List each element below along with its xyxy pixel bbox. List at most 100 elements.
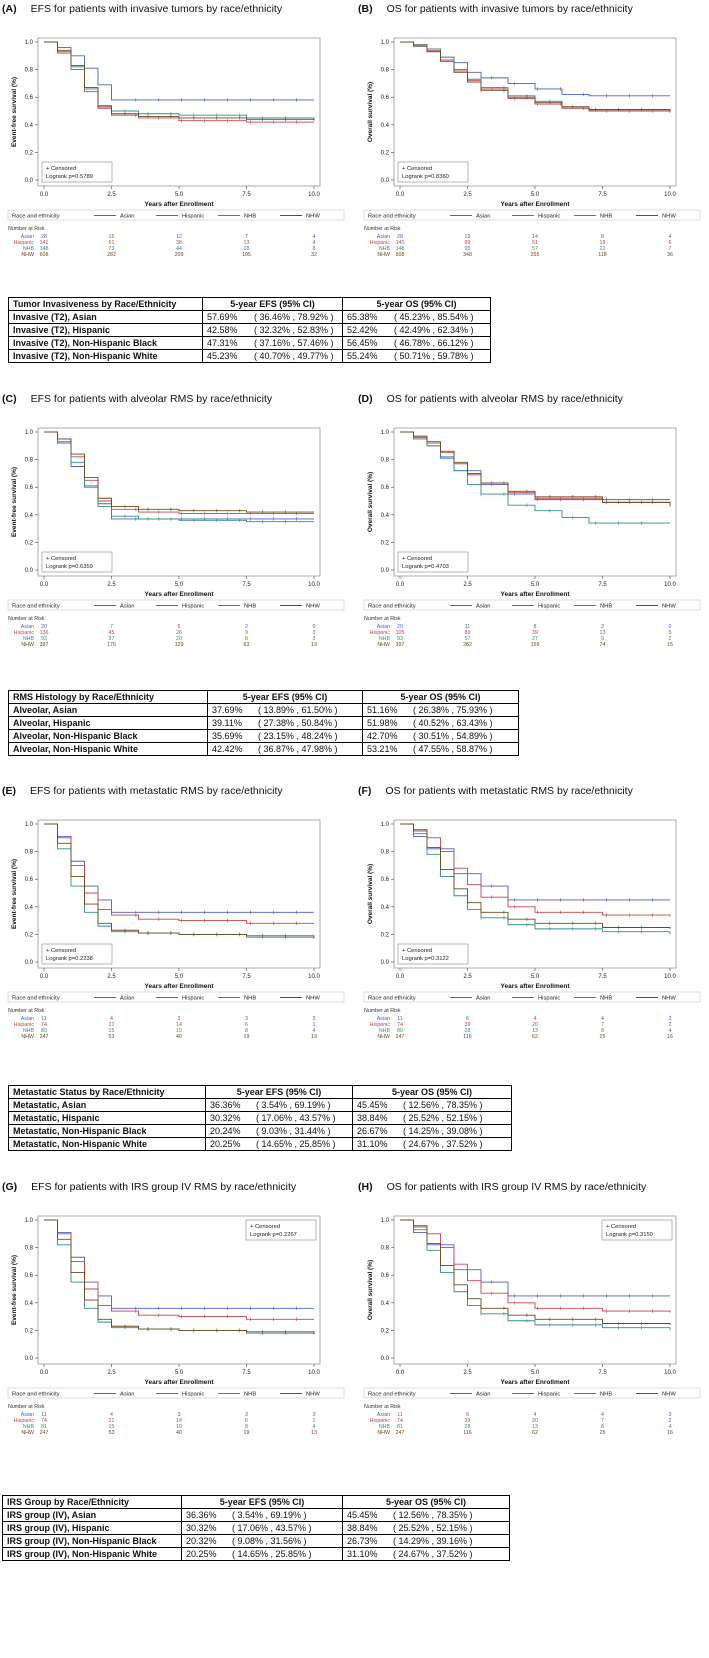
risk-count: 9 xyxy=(601,636,604,642)
risk-group-label: NHB xyxy=(378,636,390,642)
x-tick-label: 5.0 xyxy=(175,582,184,588)
risk-count: 7 xyxy=(668,246,672,252)
risk-count: 81 xyxy=(397,1424,403,1430)
legend-title: Race and ethnicity xyxy=(368,214,416,220)
y-tick-label: 1.0 xyxy=(381,1218,390,1224)
x-tick-label: 5.0 xyxy=(531,582,540,588)
risk-title: Number at Risk xyxy=(8,616,45,622)
y-tick-label: 0.2 xyxy=(25,932,34,938)
risk-count: 6 xyxy=(245,1418,248,1424)
row-value: ( 12.56% , 78.35% ) xyxy=(389,1508,510,1522)
risk-group-label: NHB xyxy=(22,636,34,642)
legend-entry: NHW xyxy=(306,1392,320,1398)
risk-count: 5 xyxy=(668,630,672,636)
risk-count: 27 xyxy=(532,636,538,642)
row-value: ( 12.56% , 78.35% ) xyxy=(399,1098,512,1112)
risk-group-label: NHW xyxy=(377,1430,390,1436)
risk-count: 28 xyxy=(464,1424,471,1430)
risk-count: 3 xyxy=(312,1412,316,1418)
risk-count: 51 xyxy=(532,240,538,246)
y-tick-label: 0.2 xyxy=(381,150,390,156)
row-value: 36.36% xyxy=(205,1098,252,1112)
risk-count: 209 xyxy=(174,252,184,258)
legend-entry: NHW xyxy=(662,604,676,610)
row-value: ( 47.55% , 58.87% ) xyxy=(409,742,519,756)
risk-count: 14 xyxy=(176,1418,182,1424)
row-value: ( 25.52% , 52.15% ) xyxy=(399,1111,512,1125)
row-value: 53.21% xyxy=(362,742,409,756)
risk-count: 3 xyxy=(668,1412,672,1418)
risk-title: Number at Risk xyxy=(8,226,45,232)
risk-count: 4 xyxy=(110,1412,113,1418)
row-value: ( 17.06% , 43.57% ) xyxy=(252,1111,353,1125)
legend-entry: Hispanic xyxy=(538,1392,560,1398)
risk-count: 8 xyxy=(601,1424,604,1430)
legend-entry: Asian xyxy=(476,214,491,220)
risk-group-label: NHW xyxy=(21,1430,34,1436)
logrank-box xyxy=(41,551,113,573)
y-tick-label: 0.4 xyxy=(381,513,390,519)
table-header-efs: 5-year EFS (95% CI) xyxy=(207,690,363,704)
risk-count: 74 xyxy=(397,1418,403,1424)
table-row: IRS group (IV), Asian 36.36%( 3.54% , 69.… xyxy=(2,1508,510,1522)
row-value: ( 40.70% , 49.77% ) xyxy=(250,349,343,363)
y-tick-label: 0.0 xyxy=(25,1356,34,1362)
row-value: 42.58% xyxy=(202,323,250,337)
legend-title: Race and ethnicity xyxy=(368,996,416,1002)
risk-title: Number at Risk xyxy=(364,1008,401,1014)
risk-count: 13 xyxy=(243,240,250,246)
legend-entry: Hispanic xyxy=(182,604,204,610)
x-tick-label: 5.0 xyxy=(175,192,184,198)
logrank-label: Logrank p=0.8360 xyxy=(402,174,449,180)
risk-count: 2 xyxy=(668,1418,672,1424)
risk-count: 397 xyxy=(395,642,405,648)
number-at-risk: Number at Risk Asian 20 11 8 3 0 Hispanic 105 89 3… xyxy=(364,616,704,656)
y-tick-label: 0.2 xyxy=(25,1328,34,1334)
row-value: ( 14.25% , 39.08% ) xyxy=(399,1124,512,1138)
x-tick-label: 7.5 xyxy=(598,974,607,980)
figure-section: (G) EFS for patients with IRS group IV RM… xyxy=(0,1178,709,1568)
table-row: Metastatic, Asian 36.36%( 3.54% , 69.19% … xyxy=(8,1098,512,1112)
x-tick-label: 7.5 xyxy=(242,192,251,198)
risk-group-label: Hispanic xyxy=(13,1418,34,1424)
x-tick-label: 0.0 xyxy=(40,974,49,980)
risk-count: 15 xyxy=(108,234,115,240)
risk-row: Asian 11 6 4 4 3 xyxy=(364,1412,704,1418)
panel-title-text: EFS for patients with IRS group IV RMS b… xyxy=(31,1181,297,1193)
legend-entry: NHB xyxy=(600,996,612,1002)
x-tick-label: 7.5 xyxy=(242,1370,251,1376)
risk-group-label: NHB xyxy=(378,246,390,252)
legend-entry: Asian xyxy=(120,214,135,220)
row-label: IRS group (IV), Asian xyxy=(2,1508,182,1522)
risk-group-label: NHW xyxy=(21,1034,34,1040)
risk-row: Hispanic 74 39 20 7 2 xyxy=(364,1418,704,1424)
row-value: ( 24.67% , 37.52% ) xyxy=(399,1137,512,1151)
legend-entry: NHB xyxy=(244,214,256,220)
y-tick-label: 1.0 xyxy=(25,430,34,436)
row-value: ( 36.46% , 78.92% ) xyxy=(250,310,343,324)
row-value: 56.45% xyxy=(342,336,390,350)
legend-entry: NHW xyxy=(662,1392,676,1398)
risk-count: 148 xyxy=(39,246,49,252)
risk-title: Number at Risk xyxy=(8,1404,45,1410)
x-tick-label: 0.0 xyxy=(396,1370,405,1376)
km-panel: (F) OS for patients with metastatic RMS b… xyxy=(358,782,708,1072)
table-row: Metastatic, Hispanic 30.32%( 17.06% , 43.… xyxy=(8,1111,512,1125)
panel-letter: (B) xyxy=(358,3,373,15)
x-tick-label: 10.0 xyxy=(308,192,320,198)
panel-title-text: OS for patients with IRS group IV RMS by… xyxy=(386,1181,647,1193)
risk-count: 26 xyxy=(176,630,182,636)
risk-count: 11 xyxy=(41,1412,47,1418)
series-line-nhw: NHW xyxy=(400,823,671,929)
risk-count: 1 xyxy=(312,1418,316,1424)
risk-count: 247 xyxy=(395,1430,405,1436)
row-value: 42.42% xyxy=(207,742,254,756)
risk-count: 20 xyxy=(41,624,47,630)
y-tick-label: 0.4 xyxy=(381,905,390,911)
risk-count: 93 xyxy=(397,636,403,642)
x-tick-label: 0.0 xyxy=(40,582,49,588)
y-axis-label: Overall survival (%) xyxy=(367,864,374,924)
risk-count: 57 xyxy=(532,246,538,252)
risk-count: 62 xyxy=(532,1430,538,1436)
risk-title: Number at Risk xyxy=(364,226,401,232)
